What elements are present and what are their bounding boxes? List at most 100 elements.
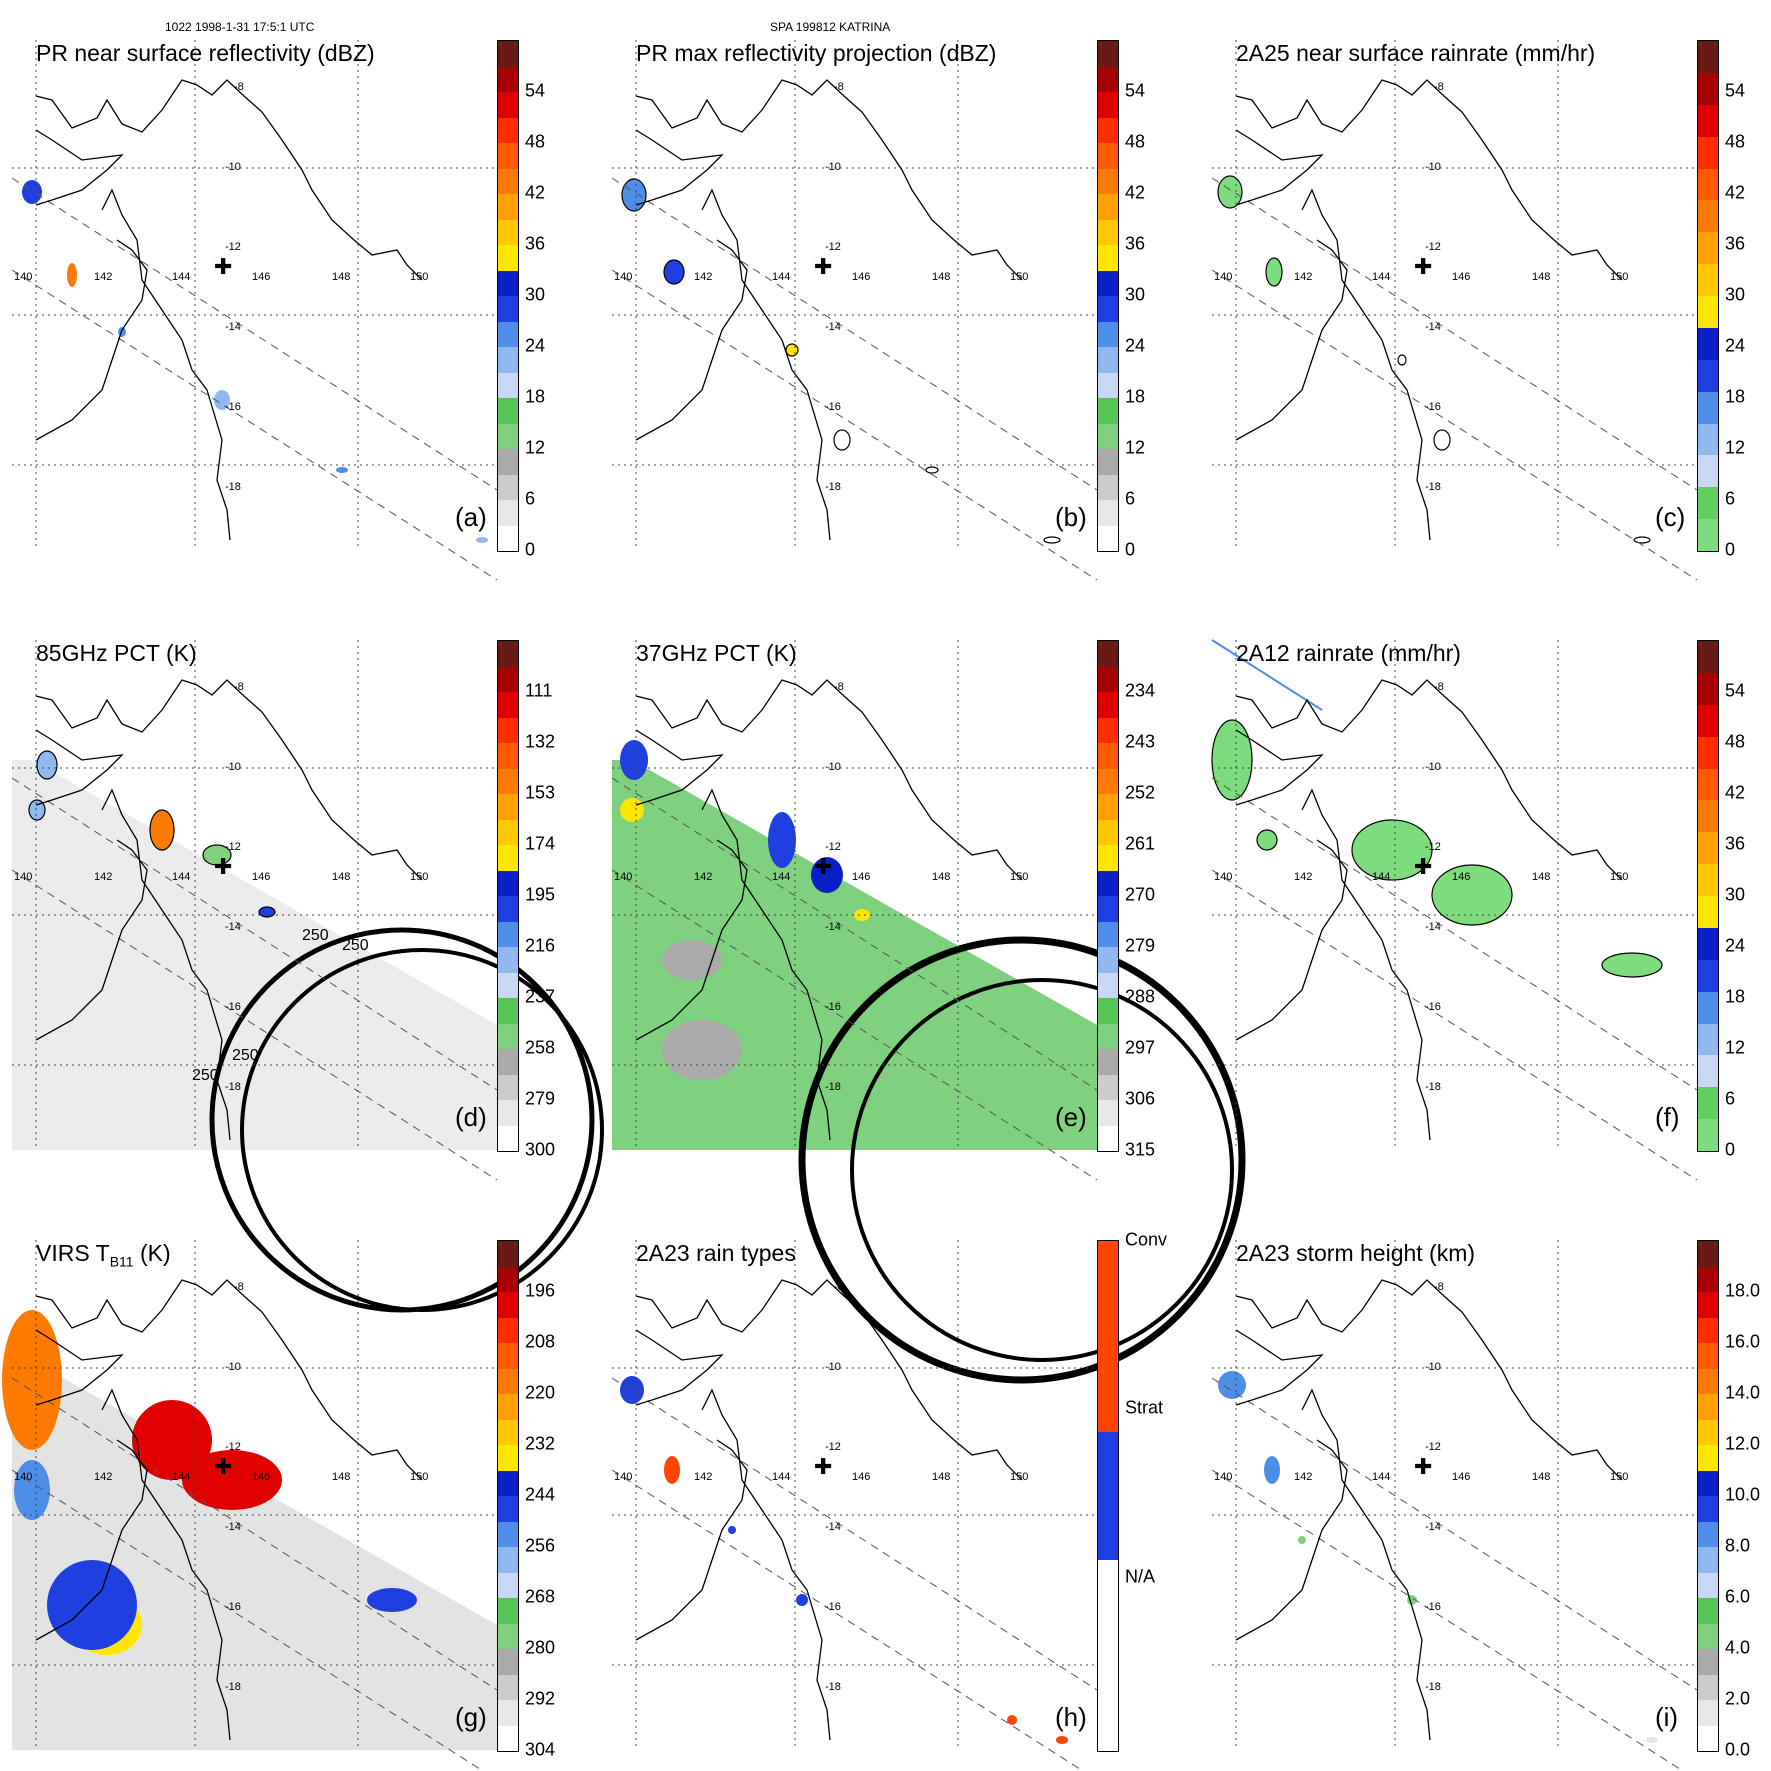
panel-title-text: 2A25 near surface rainrate (mm/hr)	[1236, 40, 1596, 66]
lon-tick-label: 148	[332, 871, 350, 883]
coastline	[1235, 79, 1623, 541]
precip-cell	[336, 467, 348, 473]
lon-tick-label: 150	[1610, 271, 1628, 283]
lon-tick-label: 140	[14, 271, 32, 283]
colorbar-segment	[1698, 232, 1718, 265]
colorbar-segment	[498, 398, 518, 424]
precip-cell	[1431, 864, 1513, 926]
lat-tick-label: -16	[825, 1001, 841, 1013]
colorbar-segment	[1698, 959, 1718, 992]
coastline	[635, 679, 1023, 1141]
colorbar-tick-label: 220	[525, 1382, 556, 1403]
colorbar-tick-label: 234	[1125, 680, 1156, 701]
colorbar-tick-label: 42	[1725, 182, 1746, 203]
precip-cell	[1646, 1737, 1658, 1743]
header-storm-id: SPA 199812 KATRINA	[770, 20, 891, 34]
precip-cell	[662, 1020, 742, 1080]
colorbar-segment	[1698, 455, 1718, 488]
colorbar-segment	[498, 972, 518, 998]
map-plot: 250 250 250 250 140 142 144 146 148 150 -8 -10 -12 -1…	[11, 640, 604, 1313]
colorbar-segment	[1698, 1368, 1718, 1394]
lon-tick-label: 140	[614, 1471, 632, 1483]
colorbar-segment	[498, 41, 518, 67]
lon-tick-label: 142	[1294, 871, 1312, 883]
lon-tick-label: 148	[1532, 871, 1550, 883]
lon-tick-label: 140	[614, 271, 632, 283]
precip-cell	[811, 857, 843, 893]
precip-cell	[620, 740, 648, 780]
precip-cell	[2, 1310, 62, 1450]
colorbar-segment	[1098, 1125, 1118, 1151]
lat-tick-label: -14	[825, 321, 841, 333]
colorbar-tick-label: 30	[1725, 284, 1746, 305]
colorbar-segment	[1098, 692, 1118, 718]
colorbar-segment	[1698, 200, 1718, 233]
colorbar-tick-label: 48	[1725, 131, 1746, 152]
lon-tick-label: 144	[772, 271, 790, 283]
colorbar-tick-label: 48	[1125, 131, 1146, 152]
colorbar-segment	[1698, 104, 1718, 137]
lat-tick-label: -8	[1434, 81, 1444, 93]
lat-tick-label: -18	[1425, 481, 1441, 493]
colorbar-segment	[498, 1394, 518, 1420]
colorbar-segment	[1698, 927, 1718, 960]
lon-tick-label: 144	[172, 271, 190, 283]
colorbar-segment	[1698, 768, 1718, 801]
colorbar-segment	[498, 1292, 518, 1318]
colorbar-segment	[498, 1343, 518, 1369]
colorbar-tick-label: 315	[1125, 1139, 1156, 1160]
colorbar-segment	[498, 845, 518, 871]
lat-tick-label: -12	[225, 241, 241, 253]
colorbar-segment	[1098, 270, 1118, 296]
colorbar-tick-label: 244	[525, 1484, 556, 1505]
precip-cell	[1397, 354, 1407, 366]
colorbar-segment	[1098, 245, 1118, 271]
colorbar-tick-label: 6	[1125, 488, 1136, 509]
colorbar-segment	[498, 347, 518, 373]
coastline	[35, 1279, 423, 1741]
colorbar-tick-label: 279	[525, 1088, 556, 1109]
colorbar-segment	[1098, 296, 1118, 322]
colorbar-segment	[498, 1317, 518, 1343]
colorbar-segment	[1098, 1100, 1118, 1126]
colorbar-tick-label: 0	[1125, 539, 1136, 560]
colorbar-tick-label: 304	[525, 1739, 556, 1760]
lat-tick-label: -12	[825, 841, 841, 853]
colorbar-tick-label: 6	[1725, 488, 1736, 509]
precip-cell	[833, 429, 851, 451]
colorbar	[1097, 1240, 1119, 1752]
colorbar-tick-label: 232	[525, 1433, 556, 1454]
colorbar-segment	[1698, 1087, 1718, 1120]
colorbar-segment	[1098, 474, 1118, 500]
colorbar-segment	[1098, 500, 1118, 526]
colorbar-segment	[498, 1241, 518, 1267]
lat-tick-label: -18	[225, 1081, 241, 1093]
lon-tick-label: 146	[1452, 1471, 1470, 1483]
panel-title: 2A23 rain types	[636, 1240, 796, 1267]
map-plot: 140 142 144 146 148 150 -8 -10 -12 -14 -16 -18 ✚	[611, 1240, 1098, 1771]
colorbar-segment	[1098, 1304, 1118, 1369]
lon-tick-label: 142	[94, 271, 112, 283]
swath-edge	[611, 269, 1098, 581]
panel-a: 140 142 144 146 148 150 -8 -10 -12 -14 -16 -18 ✚ PR n…	[11, 40, 498, 581]
lon-tick-label: 148	[332, 1471, 350, 1483]
colorbar-segment	[1698, 264, 1718, 296]
colorbar-segment	[1098, 870, 1118, 896]
colorbar-segment	[1698, 1394, 1718, 1420]
colorbar-segment	[1098, 1687, 1118, 1751]
lon-tick-label: 142	[694, 871, 712, 883]
colorbar-tick-label: 12	[1125, 437, 1146, 458]
colorbar-segment	[1698, 423, 1718, 456]
colorbar-segment	[498, 1125, 518, 1151]
panel-label: (d)	[455, 1102, 487, 1132]
lat-tick-label: -18	[225, 481, 241, 493]
lat-tick-label: -12	[1425, 241, 1441, 253]
colorbar-tick-label: 24	[1125, 335, 1146, 356]
precip-cell	[620, 798, 644, 822]
colorbar-segment	[1098, 819, 1118, 845]
lat-tick-label: -18	[1425, 1081, 1441, 1093]
precip-cell	[476, 537, 488, 543]
graticule	[11, 640, 498, 1181]
colorbar-segment	[1698, 1419, 1718, 1445]
colorbar-segment	[1098, 947, 1118, 973]
